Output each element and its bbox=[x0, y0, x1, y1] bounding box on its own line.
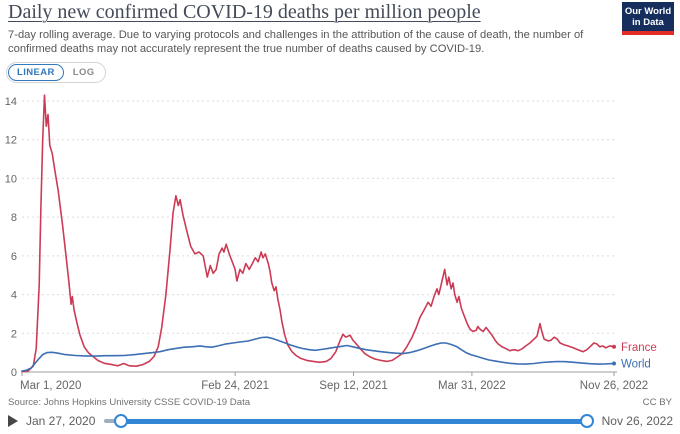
linear-button[interactable]: LINEAR bbox=[8, 64, 64, 81]
series-line-france[interactable] bbox=[21, 94, 615, 373]
timeline: Jan 27, 2020 Nov 26, 2022 bbox=[8, 410, 673, 432]
source-note: Source: Johns Hopkins University CSSE CO… bbox=[8, 397, 251, 408]
x-tick-label: Sep 12, 2021 bbox=[319, 380, 387, 392]
chart-subtitle: 7-day rolling average. Due to varying pr… bbox=[8, 29, 584, 56]
owid-logo[interactable]: Our World in Data bbox=[622, 2, 674, 36]
timeline-start-date: Jan 27, 2020 bbox=[26, 414, 96, 428]
license-badge[interactable]: CC BY bbox=[642, 397, 672, 408]
timeline-end-date: Nov 26, 2022 bbox=[601, 414, 673, 428]
y-tick-label: 4 bbox=[11, 290, 17, 302]
series-endpoint-france bbox=[612, 344, 616, 349]
y-tick-label: 0 bbox=[11, 367, 17, 379]
series-endpoint-world bbox=[612, 361, 616, 366]
slider-stub bbox=[104, 419, 118, 423]
series-line-world[interactable] bbox=[21, 336, 615, 372]
x-tick-label: Nov 26, 2022 bbox=[580, 380, 648, 392]
y-tick-label: 6 bbox=[11, 251, 17, 263]
slider-track[interactable] bbox=[119, 419, 589, 424]
y-tick-label: 12 bbox=[5, 135, 17, 147]
y-tick-label: 10 bbox=[5, 173, 17, 185]
page-title[interactable]: Daily new confirmed COVID-19 deaths per … bbox=[8, 1, 481, 23]
series-label-france: France bbox=[621, 342, 657, 354]
y-tick-label: 8 bbox=[11, 212, 17, 224]
owid-logo-red-bar bbox=[622, 31, 674, 36]
chart-footer: Source: Johns Hopkins University CSSE CO… bbox=[8, 397, 672, 408]
x-tick-label: Mar 31, 2022 bbox=[438, 380, 506, 392]
y-tick-label: 2 bbox=[11, 328, 17, 340]
timeline-slider[interactable] bbox=[104, 413, 594, 429]
log-button[interactable]: LOG bbox=[63, 64, 104, 81]
x-tick-label: Feb 24, 2021 bbox=[201, 380, 269, 392]
play-icon[interactable] bbox=[8, 415, 18, 427]
y-tick-label: 14 bbox=[5, 96, 17, 108]
slider-handle-end[interactable] bbox=[579, 414, 594, 428]
series-label-world: World bbox=[621, 359, 651, 371]
scale-toggle: LINEAR LOG bbox=[6, 62, 106, 83]
owid-logo-text: Our World in Data bbox=[622, 2, 674, 32]
line-chart[interactable]: 0 2 4 6 8 10 12 14 Mar 1, 2020 Feb 24, 2021 Sep 12… bbox=[0, 86, 680, 398]
x-tick-label: Mar 1, 2020 bbox=[20, 380, 81, 392]
slider-handle-start[interactable] bbox=[114, 414, 129, 428]
